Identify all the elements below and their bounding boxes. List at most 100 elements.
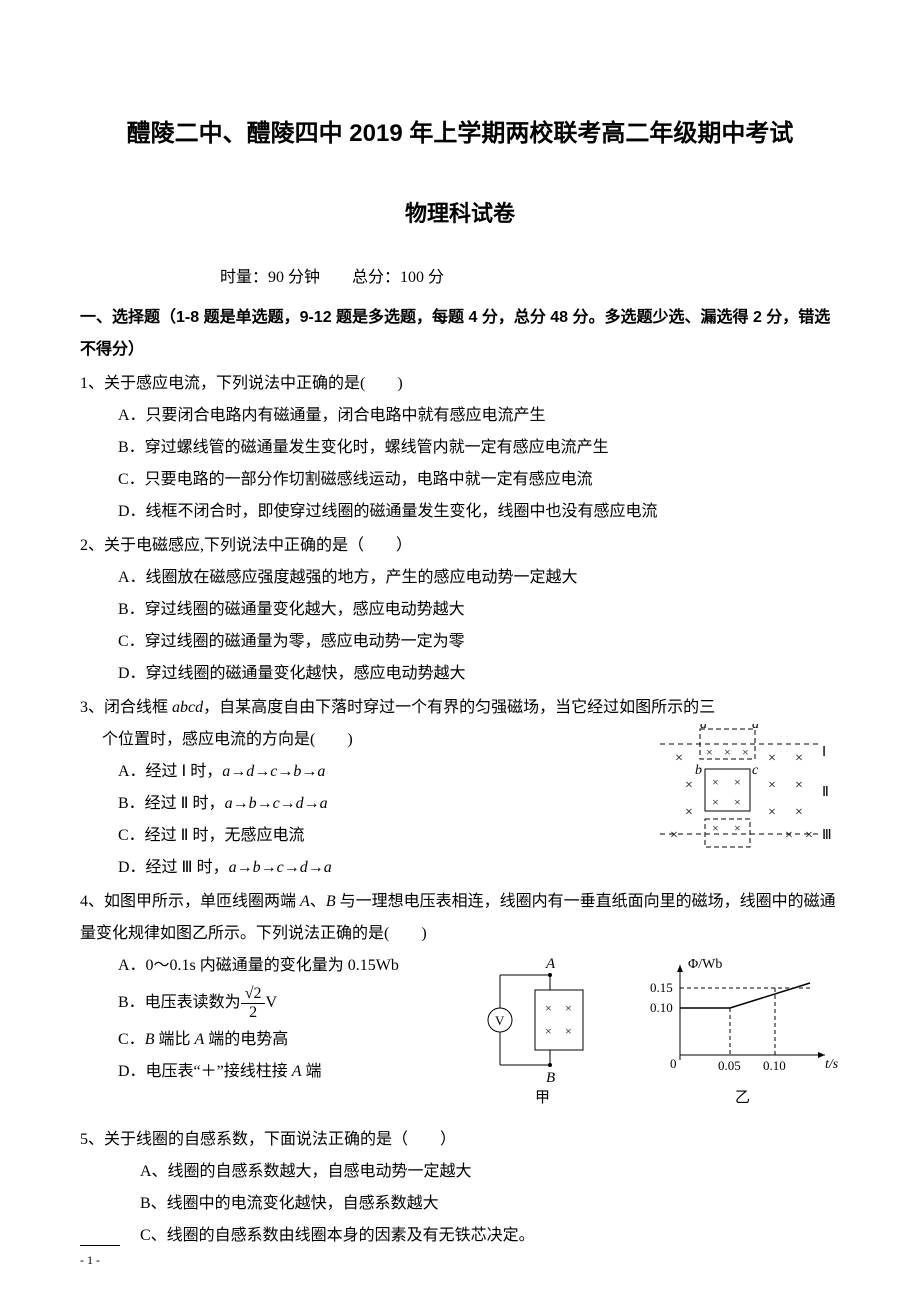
q3-option-d: D．经过 Ⅲ 时，a→b→c→d→a [80, 852, 630, 884]
svg-text:×: × [712, 795, 719, 809]
question-2: 2、关于电磁感应,下列说法中正确的是（ ） A．线圈放在磁感应强度越强的地方，产… [80, 530, 840, 690]
q4-d-pre: D．电压表“＋”接线柱接 [118, 1063, 292, 1080]
q3-stem-pre: 3、闭合线框 [80, 699, 172, 716]
q4-option-a: A．0～0.1s 内磁通量的变化量为 0.15Wb [80, 950, 470, 982]
svg-text:t/s: t/s [825, 1057, 839, 1072]
q2-option-d: D．穿过线圈的磁通量变化越快，感应电动势越大 [80, 658, 840, 690]
q2-stem: 2、关于电磁感应,下列说法中正确的是（ ） [80, 530, 840, 562]
svg-text:×: × [712, 775, 719, 789]
subject-title: 物理科试卷 [80, 192, 840, 236]
q4-b-post: V [265, 987, 277, 1019]
q4-option-b: B．电压表读数为 √2 2 V [80, 982, 470, 1024]
question-3: 3、闭合线框 abcd，自某高度自由下落时穿过一个有界的匀强磁场，当它经过如图所… [80, 692, 840, 884]
q4-option-c: C．B 端比 A 端的电势高 [80, 1024, 470, 1056]
q4-A: A [300, 893, 310, 910]
svg-text:×: × [795, 751, 803, 766]
section-header: 一、选择题（1-8 题是单选题，9-12 题是多选题，每题 4 分，总分 48 … [80, 302, 840, 366]
q2-option-c: C．穿过线圈的磁通量为零，感应电动势一定为零 [80, 626, 840, 658]
q3-stem-post: ，自某高度自由下落时穿过一个有界的匀强磁场，当它经过如图所示的三 [203, 699, 715, 716]
svg-text:V: V [495, 1013, 505, 1028]
svg-text:Ⅲ: Ⅲ [822, 828, 832, 843]
q4-c-mid: 端比 [154, 1031, 194, 1048]
q4-stem-pre: 4、如图甲所示，单匝线圈两端 [80, 893, 300, 910]
question-5: 5、关于线圈的自感系数，下面说法正确的是（ ） A、线圈的自感系数越大，自感电动… [80, 1124, 840, 1252]
svg-text:0.10: 0.10 [650, 1000, 673, 1015]
svg-text:b: b [695, 763, 702, 778]
svg-text:×: × [724, 745, 731, 759]
svg-text:×: × [768, 778, 776, 793]
q5-option-a: A、线圈的自感系数越大，自感电动势一定越大 [80, 1156, 840, 1188]
svg-text:×: × [685, 805, 693, 820]
svg-text:×: × [734, 775, 741, 789]
q2-option-b: B．穿过线圈的磁通量变化越大，感应电动势越大 [80, 594, 840, 626]
svg-text:×: × [795, 778, 803, 793]
page-title: 醴陵二中、醴陵四中 2019 年上学期两校联考高二年级期中考试 [80, 110, 840, 158]
svg-text:×: × [545, 1024, 552, 1038]
q1-option-a: A．只要闭合电路内有磁通量，闭合电路中就有感应电流产生 [80, 400, 840, 432]
q4-b-num: √2 [241, 985, 266, 1004]
svg-text:×: × [805, 828, 813, 843]
q3-stem: 3、闭合线框 abcd，自某高度自由下落时穿过一个有界的匀强磁场，当它经过如图所… [80, 692, 840, 724]
svg-text:×: × [734, 795, 741, 809]
question-1: 1、关于感应电流，下列说法中正确的是( ) A．只要闭合电路内有磁通量，闭合电路… [80, 368, 840, 528]
svg-text:Ⅱ: Ⅱ [822, 785, 829, 800]
q1-stem: 1、关于感应电流，下列说法中正确的是( ) [80, 368, 840, 400]
q3-a-pre: A．经过 Ⅰ 时， [118, 763, 222, 780]
q5-option-c: C、线圈的自感系数由线圈本身的因素及有无铁芯决定。 [80, 1220, 840, 1252]
svg-text:×: × [712, 821, 719, 835]
svg-text:Φ/Wb: Φ/Wb [688, 957, 722, 972]
q4-mid1: 、 [310, 893, 326, 910]
svg-text:Ⅰ: Ⅰ [822, 745, 826, 760]
svg-text:0.10: 0.10 [763, 1058, 786, 1073]
svg-text:0.05: 0.05 [718, 1058, 741, 1073]
q4-b-den: 2 [241, 1004, 266, 1022]
q1-option-d: D．线框不闭合时，即使穿过线圈的磁通量发生变化，线圈中也没有感应电流 [80, 496, 840, 528]
svg-text:d: d [752, 724, 760, 732]
svg-text:c: c [752, 763, 759, 778]
q4-d-A: A [292, 1063, 302, 1080]
q4-stem: 4、如图甲所示，单匝线圈两端 A、B 与一理想电压表相连，线圈内有一垂直纸面向里… [80, 886, 840, 950]
svg-text:0: 0 [670, 1056, 677, 1071]
svg-text:0.15: 0.15 [650, 980, 673, 995]
svg-text:×: × [670, 828, 678, 843]
svg-text:×: × [685, 778, 693, 793]
q4-figure: V × × × × [480, 950, 840, 1122]
q3-d-seq: a→b→c→d→a [229, 859, 332, 876]
q3-figure: × × × × × × × × × × × × × × × a [640, 724, 840, 866]
q2-option-a: A．线圈放在磁感应强度越强的地方，产生的感应电动势一定越大 [80, 562, 840, 594]
svg-text:×: × [706, 745, 713, 759]
q5-option-b: B、线圈中的电流变化越快，自感系数越大 [80, 1188, 840, 1220]
svg-text:乙: 乙 [735, 1090, 750, 1106]
q3-stem2: 个位置时，感应电流的方向是( ) [80, 724, 630, 756]
q4-c-A: A [194, 1031, 204, 1048]
q4-c-B: B [145, 1031, 155, 1048]
svg-text:×: × [734, 821, 741, 835]
svg-text:×: × [768, 805, 776, 820]
q4-b-fraction: √2 2 [241, 985, 266, 1021]
q4-B: B [326, 893, 336, 910]
q3-d-pre: D．经过 Ⅲ 时， [118, 859, 229, 876]
q3-b-seq: a→b→c→d→a [225, 795, 328, 812]
svg-text:×: × [795, 805, 803, 820]
svg-text:A: A [545, 956, 556, 972]
svg-text:×: × [565, 1024, 572, 1038]
q3-a-seq: a→d→c→b→a [222, 763, 325, 780]
q1-option-c: C．只要电路的一部分作切割磁感线运动，电路中就一定有感应电流 [80, 464, 840, 496]
svg-text:甲: 甲 [535, 1090, 550, 1106]
q4-option-d: D．电压表“＋”接线柱接 A 端 [80, 1056, 470, 1088]
svg-text:×: × [785, 828, 793, 843]
svg-text:×: × [565, 1001, 572, 1015]
q4-c-pre: C． [118, 1031, 145, 1048]
q4-d-post: 端 [302, 1063, 322, 1080]
svg-text:×: × [742, 745, 749, 759]
exam-meta: 时量：90 分钟 总分：100 分 [220, 262, 840, 294]
question-4: 4、如图甲所示，单匝线圈两端 A、B 与一理想电压表相连，线圈内有一垂直纸面向里… [80, 886, 840, 1122]
q3-var: abcd [172, 699, 203, 716]
q3-option-b: B．经过 Ⅱ 时，a→b→c→d→a [80, 788, 630, 820]
q3-b-pre: B．经过 Ⅱ 时， [118, 795, 225, 812]
q4-c-post: 端的电势高 [204, 1031, 288, 1048]
svg-text:B: B [546, 1070, 555, 1086]
svg-text:a: a [700, 724, 707, 732]
page-number: - 1 - [80, 1245, 120, 1272]
q1-option-b: B．穿过螺线管的磁通量发生变化时，螺线管内就一定有感应电流产生 [80, 432, 840, 464]
